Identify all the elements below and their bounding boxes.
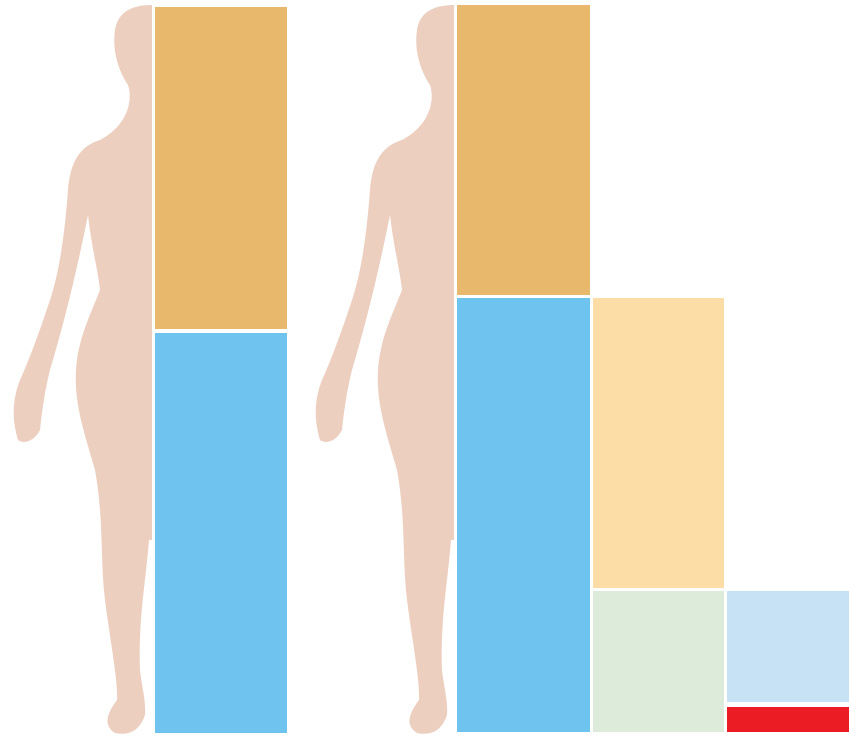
block-red [727,707,849,732]
body-silhouette [315,5,454,734]
figure-right [315,0,457,736]
figure-left [13,0,155,736]
body-silhouette [13,5,152,734]
divider [454,0,457,736]
block-light-yellow [593,298,724,588]
block-orange [155,7,287,329]
block-blue [155,333,287,733]
block-blue [457,298,590,732]
block-orange [457,5,590,295]
divider [152,0,155,736]
block-light-green [593,591,724,732]
block-light-blue [727,591,849,702]
